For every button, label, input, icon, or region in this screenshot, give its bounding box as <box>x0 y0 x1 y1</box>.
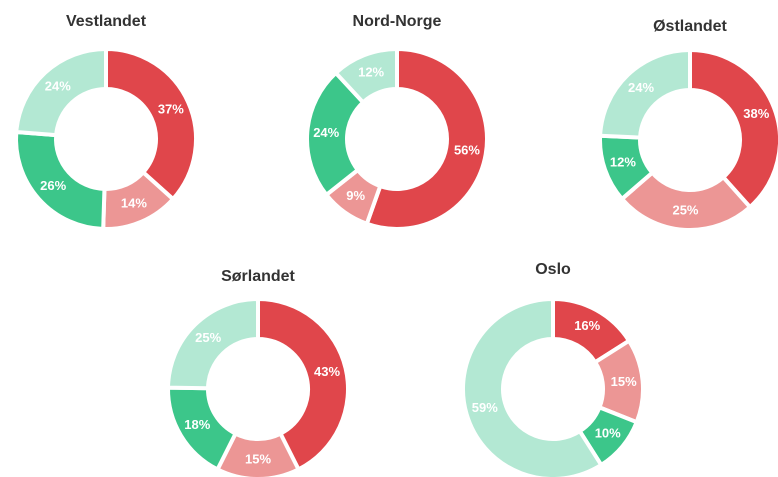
donut-slice <box>14 129 107 232</box>
data-label: 9% <box>346 188 365 203</box>
chart-title: Nord-Norge <box>353 13 442 30</box>
donut-slice <box>619 169 753 232</box>
donut-slice <box>165 296 260 391</box>
donut-slice <box>14 46 108 138</box>
data-label: 25% <box>672 202 698 217</box>
donut-slice <box>256 296 350 473</box>
chart-title: Oslo <box>535 261 571 278</box>
data-label: 12% <box>358 64 384 79</box>
donut-chart: Nord-Norge 56% 9% 24% 12% <box>305 13 489 231</box>
data-label: 56% <box>454 143 480 158</box>
chart-title: Vestlandet <box>66 13 147 30</box>
chart-title: Sørlandet <box>221 268 295 285</box>
data-label: 24% <box>313 125 339 140</box>
data-label: 14% <box>121 196 147 211</box>
data-label: 15% <box>611 374 637 389</box>
data-label: 59% <box>472 400 498 415</box>
data-label: 26% <box>40 178 66 193</box>
donut-chart: Østlandet 38% 25% 12% 24% <box>598 18 778 232</box>
chart-title: Østlandet <box>653 18 727 35</box>
data-label: 38% <box>743 106 769 121</box>
data-label: 10% <box>595 426 621 441</box>
donut-chart: Oslo 16% 15% 10% 59% <box>461 261 645 477</box>
data-label: 12% <box>610 155 636 170</box>
donut-chart: Sørlandet 43% 15% 18% 25% <box>165 268 350 477</box>
donut-slice <box>688 47 778 210</box>
donut-slice <box>598 47 692 140</box>
data-label: 25% <box>195 330 221 345</box>
data-label: 15% <box>245 451 271 466</box>
data-label: 43% <box>314 364 340 379</box>
donut-chart: Vestlandet 37% 14% 26% 24% <box>14 13 198 232</box>
data-label: 37% <box>158 101 184 116</box>
data-label: 24% <box>45 78 71 93</box>
data-label: 24% <box>628 80 654 95</box>
data-label: 16% <box>574 318 600 333</box>
donut-slice <box>461 296 604 477</box>
donut-slice <box>333 46 399 106</box>
donut-slice <box>364 46 489 231</box>
donut-slice <box>104 46 198 202</box>
data-label: 18% <box>184 417 210 432</box>
